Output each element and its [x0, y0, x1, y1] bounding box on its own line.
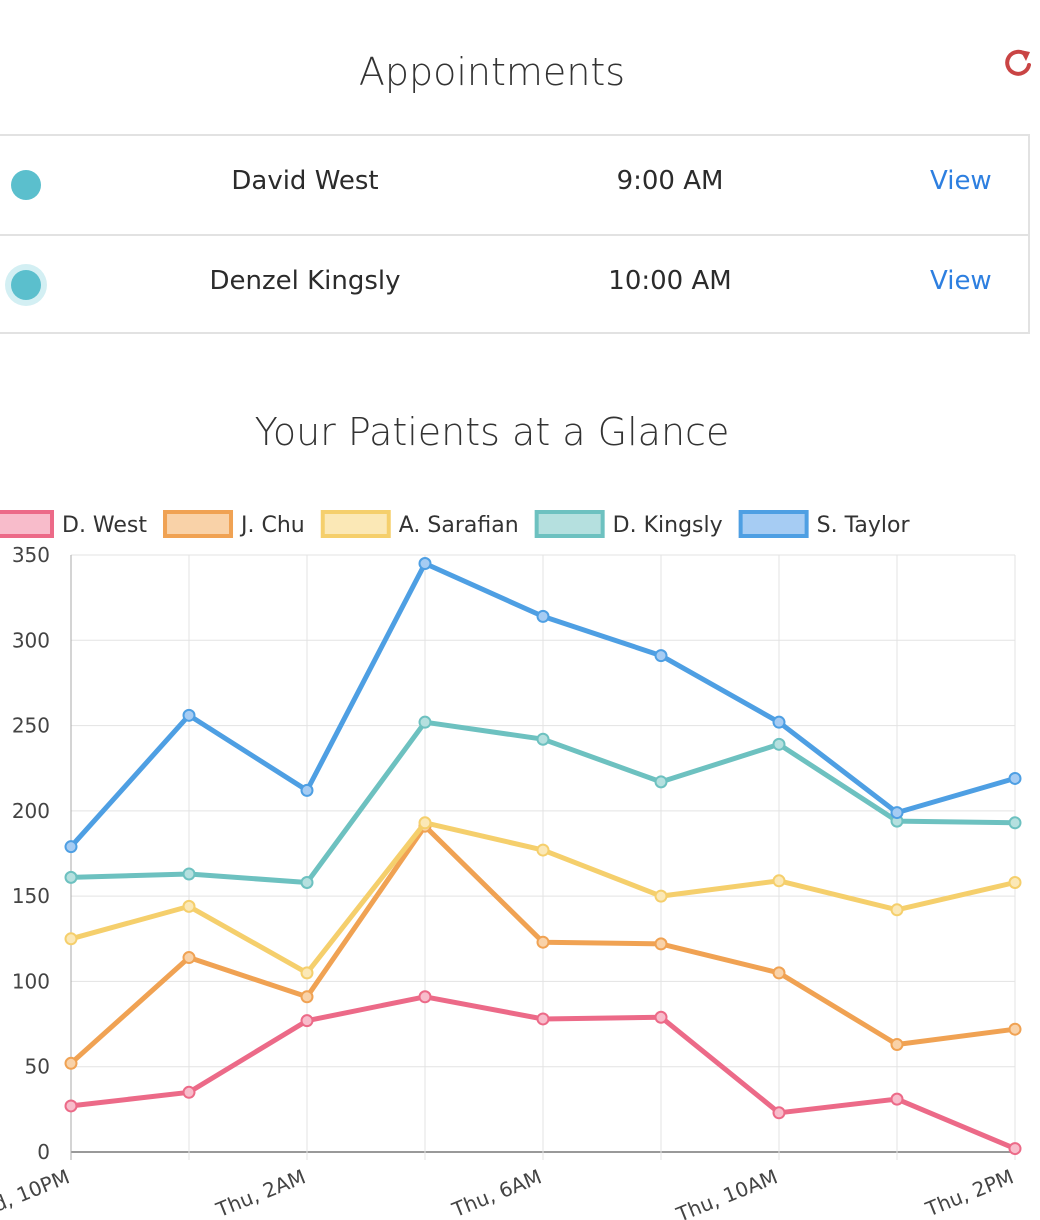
legend-label: D. West	[62, 513, 147, 538]
y-tick-label: 0	[37, 1140, 50, 1164]
data-point	[890, 1038, 904, 1052]
data-point	[64, 870, 78, 884]
data-point	[182, 1085, 196, 1099]
data-point	[1008, 1022, 1022, 1036]
y-tick-label: 350	[12, 543, 50, 567]
data-point	[64, 1099, 78, 1113]
data-point	[772, 1106, 786, 1120]
data-point	[536, 935, 550, 949]
data-point	[772, 966, 786, 980]
data-point	[536, 609, 550, 623]
appointment-row: Denzel Kingsly 10:00 AM View	[0, 236, 1028, 334]
legend-label: S. Taylor	[817, 513, 911, 538]
data-point	[1008, 1142, 1022, 1156]
legend-swatch	[534, 510, 605, 538]
data-point	[182, 708, 196, 722]
legend-swatch	[738, 510, 809, 538]
appointment-row: David West 9:00 AM View	[0, 136, 1028, 236]
data-point	[1008, 771, 1022, 785]
appointments-title: Appointments	[358, 50, 626, 94]
data-point	[1008, 816, 1022, 830]
data-point	[536, 1012, 550, 1026]
y-tick-label: 100	[12, 969, 50, 993]
view-link[interactable]: View	[930, 266, 992, 296]
view-link[interactable]: View	[930, 166, 992, 196]
data-point	[772, 874, 786, 888]
data-point	[890, 1092, 904, 1106]
y-tick-label: 250	[12, 714, 50, 738]
data-point	[64, 840, 78, 854]
data-point	[300, 783, 314, 797]
legend-swatch	[163, 510, 234, 538]
data-point	[418, 816, 432, 830]
y-tick-label: 300	[12, 628, 50, 652]
status-dot	[11, 270, 41, 300]
data-point	[772, 715, 786, 729]
data-point	[418, 990, 432, 1004]
patients-line-chart: D. West J. Chu A. Sarafian D. Kingsly S. Tay…	[0, 510, 1022, 1220]
legend-label: J. Chu	[239, 513, 305, 538]
data-point	[536, 843, 550, 857]
x-tick-label: Thu, 2AM	[212, 1164, 309, 1220]
data-point	[654, 775, 668, 789]
appointments-table: David West 9:00 AM View Denzel Kingsly 1…	[0, 134, 1030, 334]
x-tick-label: Wed, 10PM	[0, 1164, 73, 1220]
data-point	[300, 966, 314, 980]
patient-name: David West	[231, 166, 379, 196]
data-point	[64, 1056, 78, 1070]
data-point	[654, 1010, 668, 1024]
x-tick-label: Thu, 10AM	[672, 1164, 781, 1220]
data-point	[418, 715, 432, 729]
legend-label: D. Kingsly	[613, 513, 723, 538]
data-point	[654, 649, 668, 663]
data-point	[772, 737, 786, 751]
data-point	[890, 903, 904, 917]
data-point	[300, 1014, 314, 1028]
status-dot	[11, 170, 41, 200]
data-point	[536, 732, 550, 746]
data-point	[654, 889, 668, 903]
appointment-time: 10:00 AM	[608, 266, 732, 296]
data-point	[300, 990, 314, 1004]
data-point	[890, 806, 904, 820]
legend-swatch	[320, 510, 391, 538]
data-point	[654, 937, 668, 951]
appointment-time: 9:00 AM	[616, 166, 724, 196]
data-point	[182, 867, 196, 881]
y-tick-label: 50	[25, 1055, 50, 1079]
data-point	[64, 932, 78, 946]
y-tick-label: 200	[12, 799, 50, 823]
chart-title: Your Patients at a Glance	[254, 410, 730, 454]
y-tick-label: 150	[12, 884, 50, 908]
data-point	[418, 557, 432, 571]
data-point	[300, 875, 314, 889]
x-tick-label: Thu, 6AM	[448, 1164, 545, 1220]
legend-swatch	[0, 510, 54, 538]
x-tick-label: Thu, 2PM	[921, 1164, 1017, 1220]
data-point	[182, 899, 196, 913]
patient-name: Denzel Kingsly	[209, 266, 401, 296]
data-point	[1008, 875, 1022, 889]
legend-label: A. Sarafian	[399, 513, 519, 538]
data-point	[182, 951, 196, 965]
refresh-icon[interactable]	[1000, 44, 1036, 80]
